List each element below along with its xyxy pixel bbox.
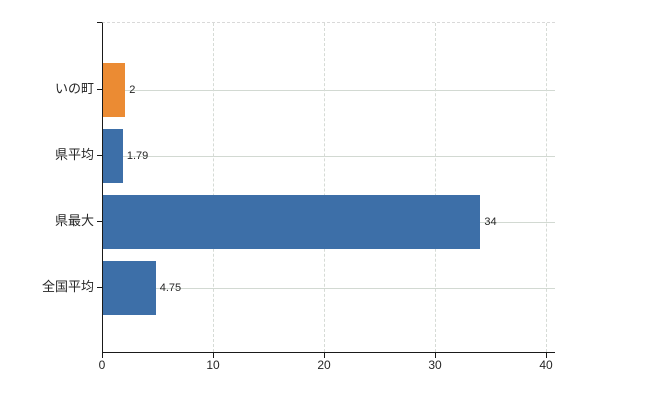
bar-value-label: 34 [484, 216, 497, 228]
y-axis-tick [97, 221, 102, 222]
category-label: 県最大 [54, 213, 94, 228]
x-axis-tick [435, 353, 436, 358]
x-axis-tick-label: 0 [98, 358, 106, 372]
vertical-gridline [324, 23, 325, 352]
y-axis-tick [97, 287, 102, 288]
x-axis-tick-label: 30 [428, 358, 442, 372]
vertical-gridline [435, 23, 436, 352]
bar-3 [103, 195, 481, 249]
bar-2 [103, 129, 123, 183]
x-axis-tick-label: 10 [206, 358, 220, 372]
bar-1 [103, 63, 126, 117]
bar-value-label: 2 [129, 84, 136, 96]
x-axis-tick [102, 353, 103, 358]
y-axis-tick [97, 155, 102, 156]
bar-value-label: 4.75 [159, 282, 182, 294]
category-label: 全国平均 [41, 279, 94, 294]
y-axis-tick [97, 89, 102, 90]
category-label: いの町 [54, 81, 94, 96]
bar-value-label: 1.79 [126, 150, 149, 162]
horizontal-gridline [103, 288, 555, 289]
vertical-gridline [213, 23, 214, 352]
x-axis-tick [546, 353, 547, 358]
plot-area: 2 1.79 34 4.75 [102, 22, 555, 353]
bar-4 [103, 261, 156, 315]
y-axis-top-tick [97, 22, 102, 23]
horizontal-gridline [103, 156, 555, 157]
x-axis-tick-label: 40 [539, 358, 553, 372]
x-axis-tick-label: 20 [317, 358, 331, 372]
x-axis-tick [213, 353, 214, 358]
category-label: 県平均 [54, 147, 94, 162]
x-axis-tick [324, 353, 325, 358]
horizontal-gridline [103, 90, 555, 91]
vertical-gridline [546, 23, 547, 352]
